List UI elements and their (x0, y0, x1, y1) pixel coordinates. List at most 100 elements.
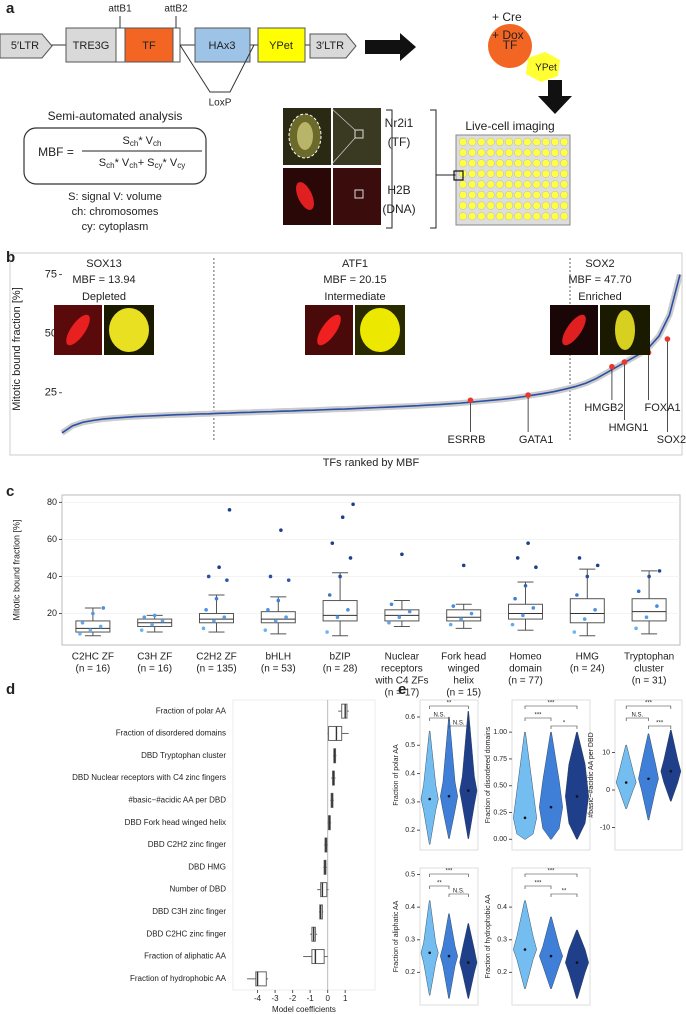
significance-bracket (524, 885, 552, 889)
treatment: + Dox (492, 28, 524, 42)
y-tick-label: DBD Fork head winged helix (125, 818, 226, 827)
x-tick-label: C2H2 ZF (196, 652, 237, 663)
data-point (88, 628, 93, 632)
loxp-label: LoxP (209, 98, 232, 109)
data-point (152, 613, 157, 618)
y-axis-label: Mitotic bound fraction [%] (11, 519, 21, 620)
y-axis-label: Fraction of polar AA (393, 744, 400, 806)
violin (420, 900, 439, 996)
significance-bracket (429, 705, 469, 709)
well (551, 148, 560, 157)
significance-bracket (429, 885, 450, 889)
median (428, 951, 431, 955)
well (477, 201, 486, 210)
data-point (227, 508, 232, 512)
well (468, 180, 477, 189)
protein-label: TF (503, 38, 518, 52)
box (508, 603, 543, 620)
y-tick-label: 20 (47, 608, 57, 618)
well (477, 148, 486, 157)
panel-a-art (0, 16, 572, 229)
well (551, 159, 560, 168)
formula-subscript: ch (153, 139, 161, 148)
well (486, 180, 495, 189)
y-tick-label: 0.6 (405, 714, 415, 721)
attb-label: attB2 (164, 4, 188, 15)
micrograph-label: (DNA) (382, 202, 415, 216)
plot-frame (511, 867, 591, 1006)
data-point (397, 615, 402, 620)
data-point (346, 608, 350, 612)
well (477, 190, 486, 199)
box (322, 600, 358, 622)
box (311, 949, 325, 965)
well (505, 180, 514, 189)
panel-label: d (6, 681, 15, 698)
formula-term: * V (138, 135, 153, 147)
well (477, 137, 486, 146)
well (477, 180, 486, 189)
data-point (276, 598, 281, 603)
data-point (461, 563, 466, 568)
well (459, 212, 468, 221)
x-tick-label: (n = 16) (137, 664, 172, 675)
data-point (577, 556, 582, 560)
y-tick-label: 0.2 (497, 969, 507, 976)
data-point (206, 574, 211, 579)
well (560, 169, 569, 178)
data-point (351, 502, 355, 507)
x-tick-label: (n = 28) (323, 664, 358, 675)
data-point (657, 569, 662, 573)
cell (615, 310, 635, 350)
y-axis-label: #basic−#acidic AA per DBD (588, 732, 595, 817)
significance-label: ** (447, 701, 452, 707)
data-point (266, 608, 270, 612)
y-tick-label: 0.50 (493, 783, 507, 790)
significance-bracket (524, 705, 578, 709)
inset-class: Intermediate (324, 291, 385, 303)
violin (420, 730, 439, 845)
median (647, 777, 650, 781)
y-tick-label: 0.00 (493, 836, 507, 843)
panel-label: b (6, 249, 15, 266)
x-tick-label: (n = 77) (508, 676, 543, 687)
chromosome (562, 314, 586, 346)
y-tick-label: Fraction of polar AA (156, 706, 227, 715)
plate-wells (459, 137, 569, 221)
well (505, 148, 514, 157)
data-point (340, 515, 345, 520)
data-point (327, 593, 332, 597)
x-tick-label: (n = 17) (385, 688, 420, 699)
highlight-point (621, 359, 628, 365)
data-point (526, 541, 530, 545)
y-tick-label: DBD C2H2 zinc finger (148, 840, 227, 849)
data-point (286, 578, 291, 582)
x-tick-label: domain (509, 664, 542, 675)
significance-label: N.S. (453, 721, 465, 727)
segment-label: TF (142, 40, 156, 52)
median (549, 805, 553, 809)
well (495, 169, 504, 178)
violin (459, 711, 478, 839)
cell (109, 308, 149, 352)
x-tick-label: helix (453, 676, 474, 687)
plot-frame (511, 699, 591, 851)
y-axis-label: Mitotic bound fraction [%] (11, 287, 23, 411)
well (505, 159, 514, 168)
data-point (335, 615, 340, 620)
x-tick-label: Tryptophan (624, 652, 674, 663)
data-point (407, 609, 412, 614)
well (541, 159, 550, 168)
data-point (636, 589, 641, 594)
chromosome (317, 314, 341, 346)
y-tick-label: 50 (45, 328, 57, 340)
well (495, 180, 504, 189)
well (560, 159, 569, 168)
y-tick-label: 0.5 (405, 871, 415, 878)
x-tick-label: (n = 31) (632, 676, 667, 687)
box (631, 598, 667, 622)
significance-bracket (429, 717, 450, 721)
imaging-label: Live-cell imaging (465, 119, 554, 133)
data-point (217, 565, 221, 570)
